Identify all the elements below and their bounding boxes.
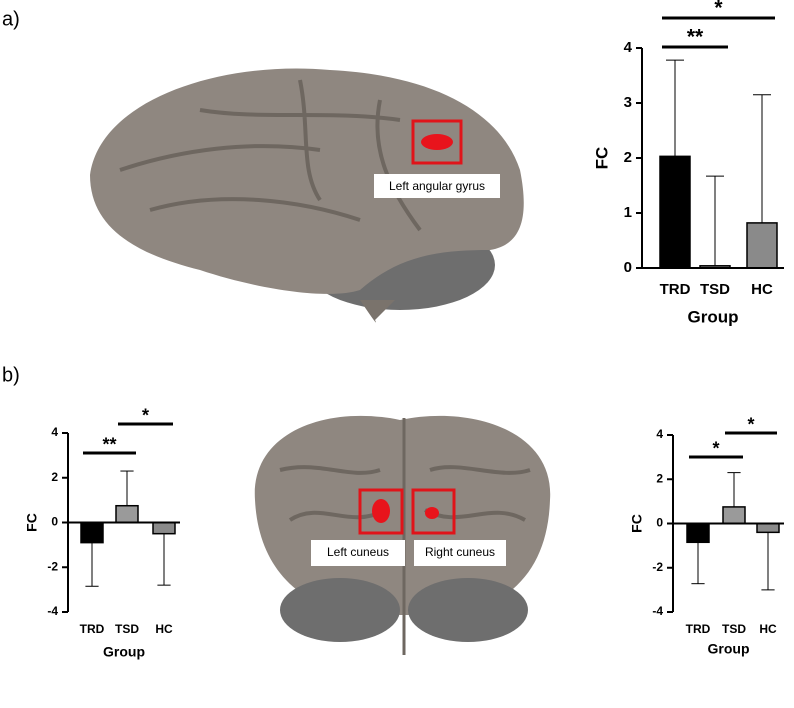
x-tick-label: HC [751, 281, 773, 298]
x-tick-label: TSD [115, 622, 139, 636]
y-tick-label: 0 [656, 516, 663, 530]
significance-label: ** [102, 435, 116, 455]
y-axis-label: FC [24, 513, 40, 532]
y-tick-label: 4 [624, 39, 633, 56]
y-tick-label: 2 [656, 471, 663, 485]
bar [756, 522, 780, 534]
brain-posterior: Left cuneus Right cuneus [254, 415, 551, 655]
y-tick-label: 2 [51, 470, 58, 484]
panel-label: b) [2, 364, 20, 386]
bar [686, 522, 710, 544]
significance-label: * [714, 0, 723, 20]
x-axis-label: Group [103, 644, 145, 660]
y-tick-label: 2 [624, 149, 632, 166]
x-tick-label: TRD [80, 622, 105, 636]
y-tick-label: 4 [656, 427, 663, 441]
bar [746, 222, 778, 269]
panel-label: a) [2, 8, 20, 30]
x-axis-label: Group [688, 307, 739, 326]
y-axis-label: FC [592, 147, 611, 170]
y-tick-label: 1 [624, 204, 632, 221]
y-tick-label: 4 [51, 425, 58, 439]
bar [115, 504, 139, 524]
brain-lateral: Left angular gyrus [90, 68, 524, 323]
region-label: Left cuneus [327, 545, 389, 559]
x-tick-label: TSD [722, 622, 746, 636]
bar [152, 521, 176, 535]
bar [659, 155, 691, 269]
region-label: Right cuneus [425, 545, 495, 559]
bar [722, 506, 746, 525]
y-tick-label: 3 [624, 94, 632, 111]
y-tick-label: -2 [47, 559, 58, 573]
region-label: Left angular gyrus [389, 179, 485, 193]
y-axis-label: FC [629, 514, 645, 533]
significance-label: * [747, 415, 754, 435]
significance-label: * [712, 439, 719, 459]
significance-label: * [142, 406, 149, 426]
significance-label: ** [687, 26, 704, 49]
x-tick-label: TRD [686, 622, 711, 636]
bar [80, 521, 104, 544]
y-tick-label: 0 [51, 515, 58, 529]
x-tick-label: TSD [700, 281, 730, 298]
y-tick-label: -2 [652, 560, 663, 574]
x-tick-label: HC [155, 622, 173, 636]
x-axis-label: Group [708, 641, 750, 657]
x-tick-label: TRD [660, 281, 691, 298]
y-tick-label: -4 [652, 604, 663, 618]
y-tick-label: -4 [47, 604, 58, 618]
x-tick-label: HC [759, 622, 777, 636]
y-tick-label: 0 [624, 259, 632, 276]
